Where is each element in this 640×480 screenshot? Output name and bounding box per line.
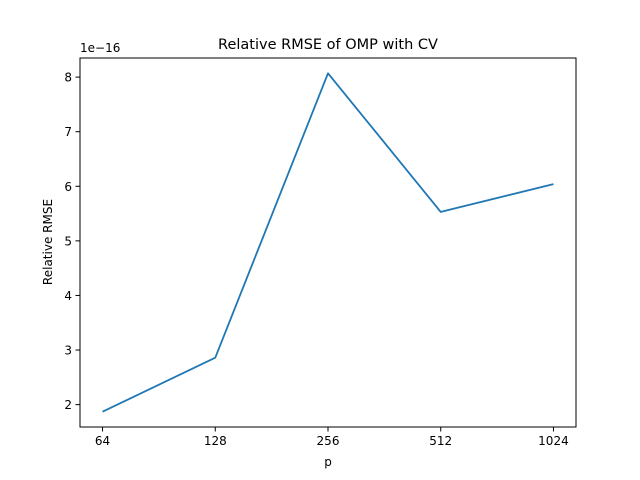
x-axis-label: p xyxy=(324,455,332,469)
y-offset-label: 1e−16 xyxy=(80,41,120,55)
x-tick-label: 64 xyxy=(95,434,110,448)
chart-title: Relative RMSE of OMP with CV xyxy=(218,37,438,53)
series-line-0 xyxy=(102,72,554,413)
y-tick-label: 8 xyxy=(64,71,72,85)
y-tick-label: 4 xyxy=(64,289,72,303)
y-axis-label: Relative RMSE xyxy=(41,199,55,285)
y-tick-label: 7 xyxy=(64,125,72,139)
y-tick-label: 3 xyxy=(64,344,72,358)
y-tick-label: 5 xyxy=(64,234,72,248)
plot-area: 64 128 256 512 1024 2 3 4 5 6 7 8 xyxy=(64,57,577,448)
x-tick-label: 256 xyxy=(317,434,340,448)
x-tick-label: 1024 xyxy=(538,434,569,448)
x-tick-label: 512 xyxy=(429,434,452,448)
y-tick-label: 2 xyxy=(64,398,72,412)
y-tick-label: 6 xyxy=(64,180,72,194)
x-tick-label: 128 xyxy=(204,434,227,448)
